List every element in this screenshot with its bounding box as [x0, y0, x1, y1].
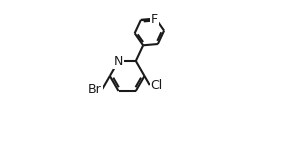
- Text: N: N: [114, 55, 123, 67]
- Text: F: F: [150, 13, 158, 26]
- Text: Cl: Cl: [150, 79, 163, 92]
- Text: Br: Br: [88, 83, 102, 96]
